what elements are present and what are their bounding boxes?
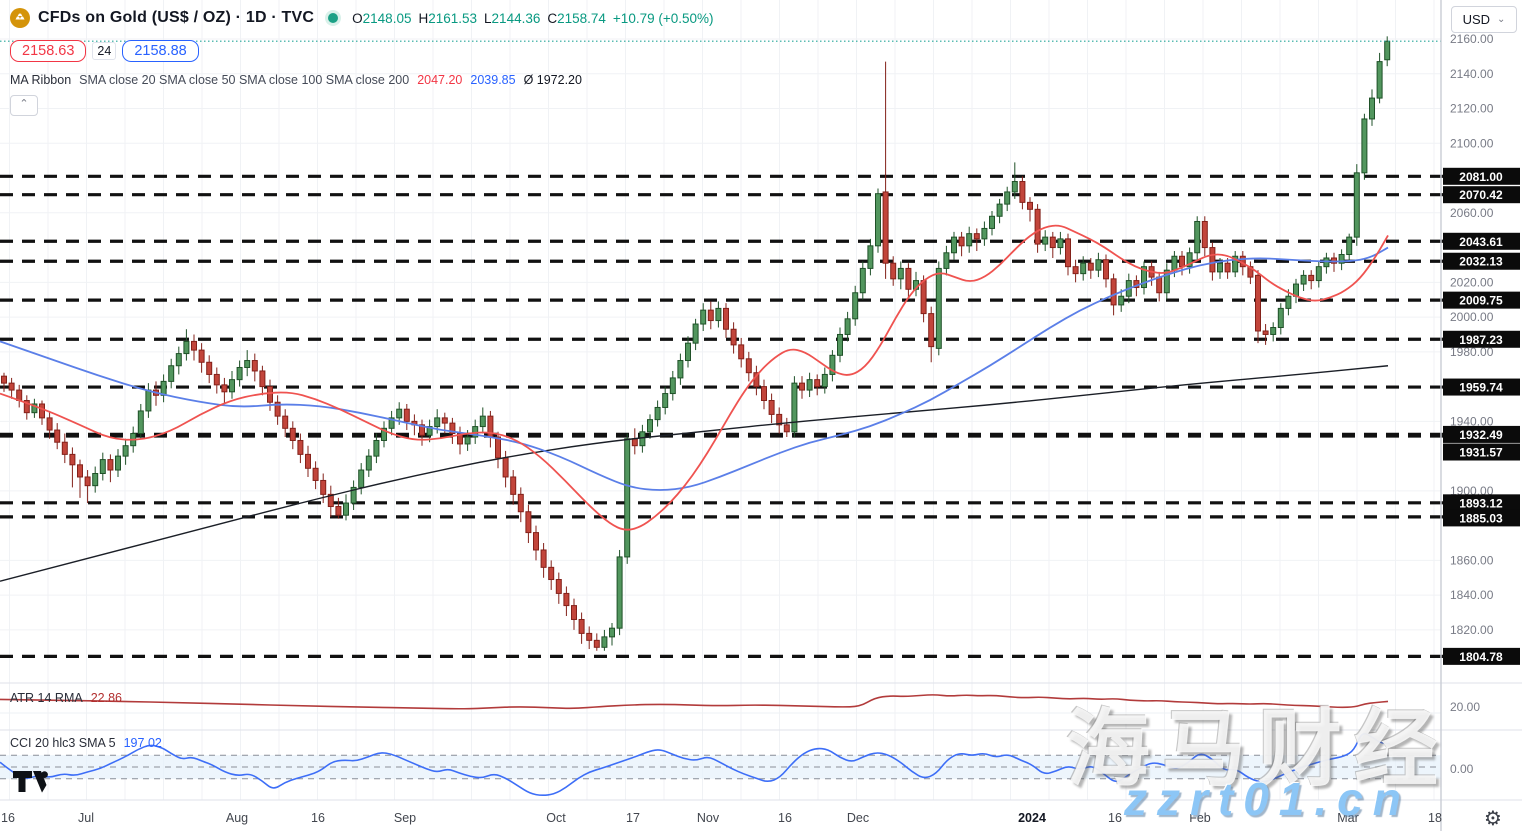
svg-text:Mar: Mar <box>1337 811 1359 825</box>
price-level-label <box>1443 378 1520 396</box>
svg-text:1820.00: 1820.00 <box>1450 623 1494 637</box>
gridlines <box>0 0 1441 800</box>
price-level-label <box>1443 232 1520 250</box>
svg-text:2100.00: 2100.00 <box>1450 136 1494 150</box>
svg-text:2160.00: 2160.00 <box>1450 32 1494 46</box>
axis-settings-gear-icon[interactable]: ⚙ <box>1484 806 1502 830</box>
svg-text:2070.42: 2070.42 <box>1459 188 1503 202</box>
sell-price-button[interactable]: 2158.63 <box>10 40 87 62</box>
svg-text:17: 17 <box>626 811 640 825</box>
svg-text:16: 16 <box>1 811 15 825</box>
currency-selector[interactable]: USD ⌄ <box>1451 6 1517 33</box>
svg-text:Jul: Jul <box>78 811 94 825</box>
svg-text:2024: 2024 <box>1018 811 1046 825</box>
cci-line <box>0 732 1391 797</box>
svg-text:16: 16 <box>778 811 792 825</box>
price-level-label <box>1443 330 1520 348</box>
svg-text:18: 18 <box>1428 811 1442 825</box>
ohlc-values: O2148.05 H2161.53 L2144.36 C2158.74 +10.… <box>352 10 714 26</box>
svg-text:16: 16 <box>1108 811 1122 825</box>
svg-text:Feb: Feb <box>1189 811 1211 825</box>
svg-text:2032.13: 2032.13 <box>1459 255 1503 269</box>
svg-text:2000.00: 2000.00 <box>1450 310 1494 324</box>
price-change: +10.79 (+0.50%) <box>612 10 714 26</box>
cci-band <box>0 754 1441 780</box>
svg-text:1885.03: 1885.03 <box>1459 511 1503 525</box>
svg-text:Oct: Oct <box>546 811 566 825</box>
svg-text:2081.00: 2081.00 <box>1459 170 1503 184</box>
atr-line <box>0 694 1389 710</box>
buy-price-button[interactable]: 2158.88 <box>122 40 199 62</box>
svg-text:2120.00: 2120.00 <box>1450 102 1494 116</box>
svg-text:Aug: Aug <box>226 811 248 825</box>
ma-ribbon-lines <box>0 224 1389 582</box>
symbol-title[interactable]: CFDs on Gold (US$ / OZ) · 1D · TVC <box>38 9 315 26</box>
sma-avg-value: Ø 1972.20 <box>523 73 582 87</box>
cci-legend[interactable]: CCI 20 hlc3 SMA 5 197.02 <box>10 736 162 750</box>
price-level-label <box>1443 186 1520 204</box>
chart-legend: CFDs on Gold (US$ / OZ) · 1D · TVC O2148… <box>10 6 714 116</box>
svg-text:16: 16 <box>311 811 325 825</box>
atr-legend[interactable]: ATR 14 RMA 22.86 <box>10 691 122 705</box>
gold-symbol-icon <box>10 8 30 28</box>
cci-value: 197.02 <box>123 736 162 750</box>
price-axis[interactable]: 2160.00 2140.00 2120.00 2100.00 2060.00 2020.… <box>1443 32 1520 776</box>
svg-text:1804.78: 1804.78 <box>1459 650 1503 664</box>
svg-text:2009.75: 2009.75 <box>1459 294 1503 308</box>
svg-text:1980.00: 1980.00 <box>1450 345 1494 359</box>
svg-text:1860.00: 1860.00 <box>1450 553 1494 567</box>
svg-text:2060.00: 2060.00 <box>1450 206 1494 220</box>
svg-text:Nov: Nov <box>697 811 720 825</box>
chevron-down-icon: ⌄ <box>1497 14 1506 25</box>
price-level-label <box>1443 443 1520 461</box>
svg-text:2043.61: 2043.61 <box>1459 235 1503 249</box>
spread-value: 24 <box>92 42 117 60</box>
svg-text:Sep: Sep <box>394 811 416 825</box>
price-level-label <box>1443 167 1520 185</box>
tradingview-logo-icon[interactable] <box>13 771 49 798</box>
price-level-label <box>1443 494 1520 512</box>
svg-text:2140.00: 2140.00 <box>1450 67 1494 81</box>
price-level-label <box>1443 647 1520 665</box>
svg-text:1893.12: 1893.12 <box>1459 496 1503 510</box>
time-axis[interactable]: 16 Jul Aug 16 Sep Oct 17 Nov 16 Dec 2024 16 Feb Mar 18 <box>1 811 1442 825</box>
chevron-up-icon: ⌃ <box>19 98 29 110</box>
svg-text:2020.00: 2020.00 <box>1450 275 1494 289</box>
collapse-legend-button[interactable]: ⌃ <box>10 95 38 116</box>
svg-text:1959.74: 1959.74 <box>1459 381 1503 395</box>
svg-text:1932.49: 1932.49 <box>1459 428 1503 442</box>
svg-text:1940.00: 1940.00 <box>1450 414 1494 428</box>
sma50-value: 2039.85 <box>470 73 516 87</box>
price-level-label <box>1443 291 1520 309</box>
market-open-status-icon <box>328 13 339 23</box>
sma20-value: 2047.20 <box>417 73 463 87</box>
svg-text:1840.00: 1840.00 <box>1450 588 1494 602</box>
candles <box>1 36 1391 651</box>
price-level-label <box>1443 252 1520 270</box>
price-level-label <box>1443 509 1520 527</box>
svg-text:0.00: 0.00 <box>1450 762 1474 776</box>
svg-text:1987.23: 1987.23 <box>1459 333 1503 347</box>
atr-value: 22.86 <box>90 691 122 705</box>
svg-text:Dec: Dec <box>847 811 869 825</box>
price-level-label <box>1443 425 1520 443</box>
svg-text:20.00: 20.00 <box>1450 700 1480 714</box>
ma-ribbon-legend[interactable]: MA Ribbon SMA close 20 SMA close 50 SMA … <box>10 73 582 87</box>
svg-text:1931.57: 1931.57 <box>1459 446 1503 460</box>
